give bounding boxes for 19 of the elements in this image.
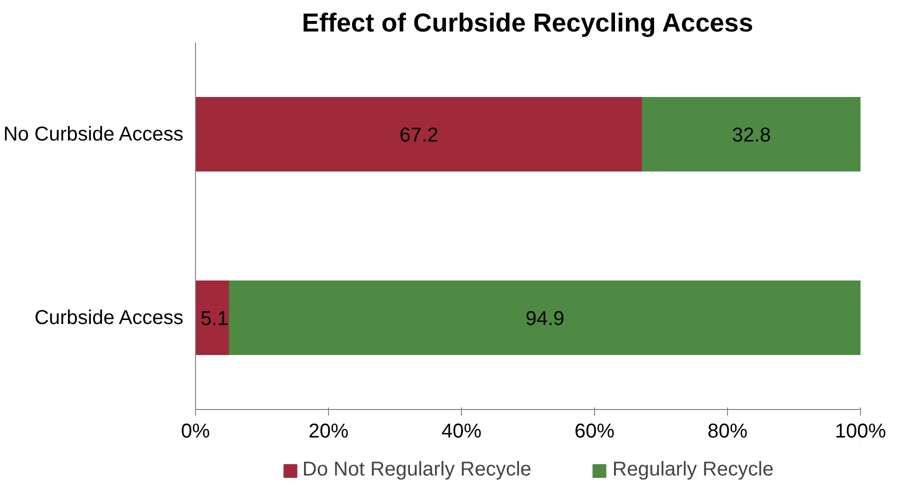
legend-label: Do Not Regularly Recycle bbox=[302, 458, 532, 482]
chart-title: Effect of Curbside Recycling Access bbox=[302, 8, 754, 38]
x-tick-label: 40% bbox=[441, 420, 482, 442]
y-tick-label: No Curbside Access bbox=[3, 123, 184, 146]
x-tick-label: 20% bbox=[308, 420, 349, 442]
data-label: 67.2 bbox=[399, 124, 438, 146]
bar bbox=[196, 97, 643, 172]
x-tick-label: 80% bbox=[707, 420, 748, 442]
data-label: 32.8 bbox=[732, 124, 771, 146]
bar bbox=[196, 280, 230, 355]
x-tick-label: 100% bbox=[834, 420, 886, 442]
legend-label: Regularly Recycle bbox=[612, 458, 774, 482]
x-tick-label: 60% bbox=[574, 420, 615, 442]
y-tick-label: Curbside Access bbox=[34, 306, 184, 329]
x-tick-label: 0% bbox=[181, 420, 210, 442]
data-label: 5.1 bbox=[200, 308, 228, 330]
data-label: 94.9 bbox=[525, 308, 564, 330]
bar bbox=[228, 280, 860, 355]
bar bbox=[642, 97, 860, 172]
